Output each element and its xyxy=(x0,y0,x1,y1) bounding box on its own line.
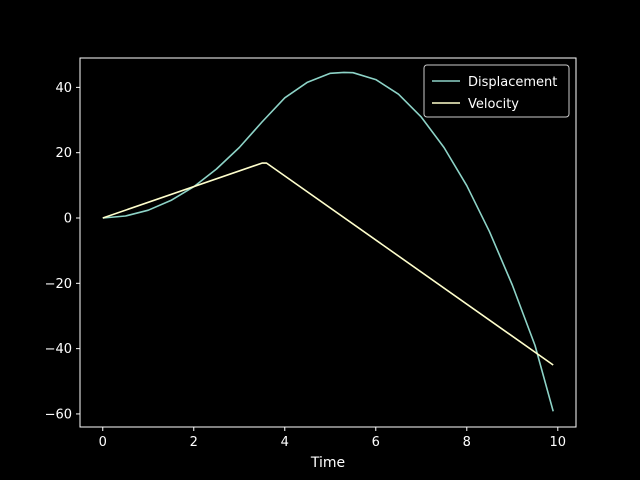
x-tick-label-1: 2 xyxy=(190,435,198,450)
y-tick-label-4: 20 xyxy=(55,146,72,161)
x-tick-label-5: 10 xyxy=(550,435,567,450)
x-tick-label-3: 6 xyxy=(372,435,380,450)
series-lines xyxy=(102,71,554,412)
series-line-displacement xyxy=(102,71,554,412)
axes: 0 2 4 6 8 10 −60 −40 −20 0 20 40 xyxy=(45,57,577,450)
x-tick-label-4: 8 xyxy=(463,435,471,450)
legend-label-velocity: Velocity xyxy=(468,97,519,112)
x-tick-label-2: 4 xyxy=(281,435,289,450)
y-tick-label-5: 40 xyxy=(55,81,72,96)
x-tick-label-0: 0 xyxy=(99,435,107,450)
y-tick-label-1: −40 xyxy=(45,342,72,357)
legend-box xyxy=(423,64,570,118)
y-tick-label-3: 0 xyxy=(64,212,72,227)
y-tick-label-2: −20 xyxy=(45,277,72,292)
legend-label-displacement: Displacement xyxy=(468,75,557,90)
series-line-velocity xyxy=(102,162,554,366)
plot-frame xyxy=(79,57,577,428)
y-tick-label-0: −60 xyxy=(45,407,72,422)
legend: Displacement Velocity xyxy=(423,64,570,118)
x-axis-label: Time xyxy=(310,455,345,471)
